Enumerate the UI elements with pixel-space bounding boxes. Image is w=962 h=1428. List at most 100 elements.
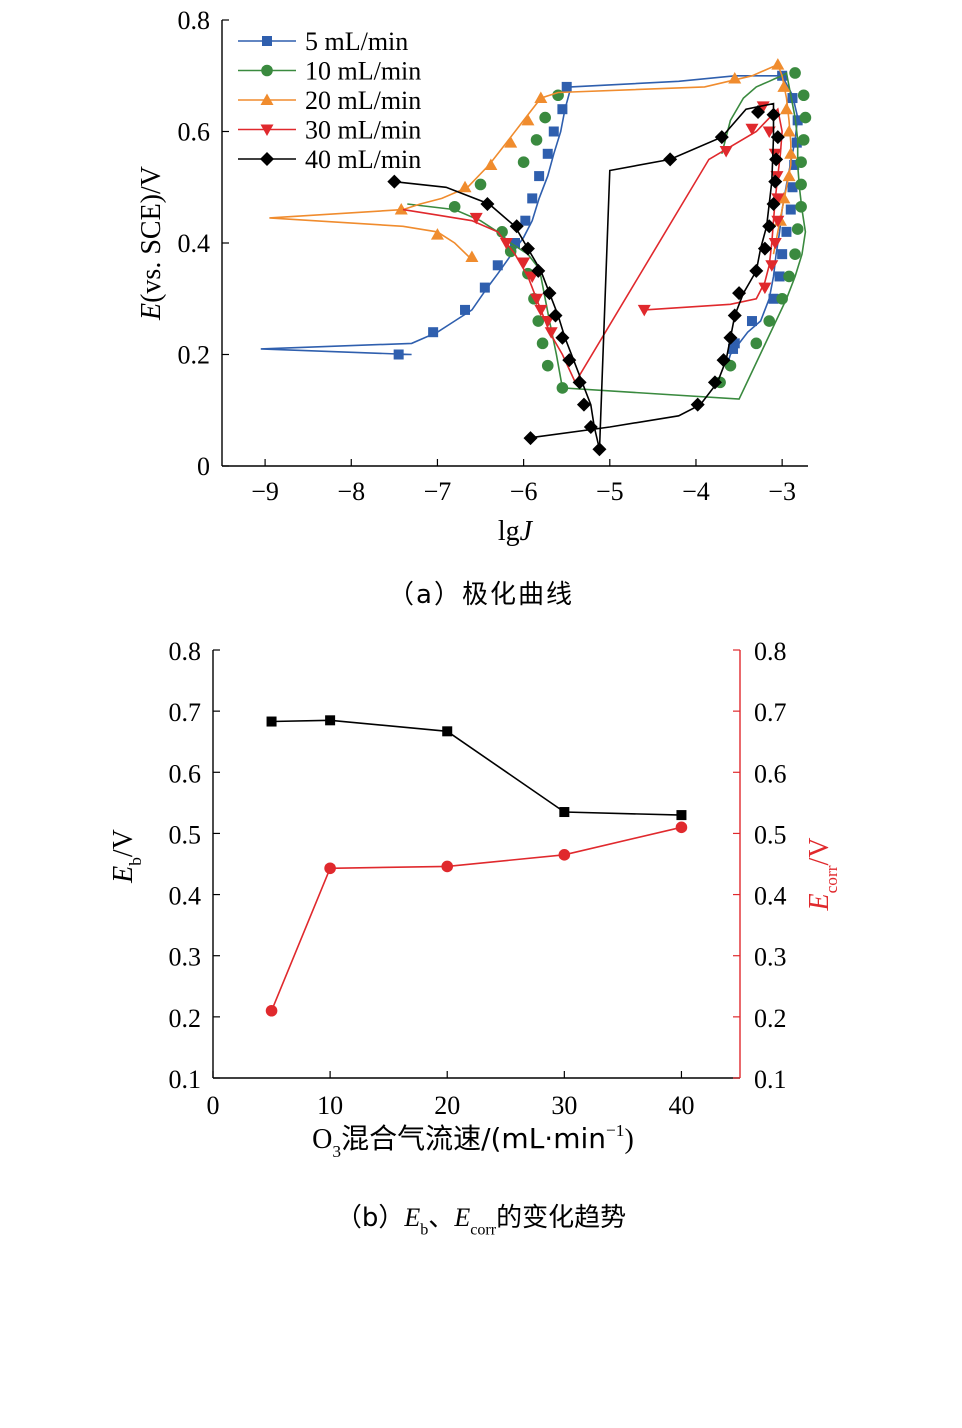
- data-point: [789, 67, 801, 79]
- y-axis-label-part: E: [136, 303, 167, 321]
- chart-b-caption: （b）Eb、Ecorr的变化趋势: [336, 1203, 626, 1238]
- data-point: [517, 257, 531, 270]
- right-y-axis-label: Ecorr/V: [804, 837, 841, 911]
- data-point: [766, 107, 781, 122]
- data-point: [714, 130, 729, 145]
- data-point: [792, 115, 803, 126]
- y-tick-label: 0.2: [178, 341, 211, 370]
- data-point: [774, 271, 785, 282]
- data-point: [520, 215, 531, 226]
- x-axis-label-part: O: [312, 1124, 332, 1155]
- x-axis-label-part: 3: [332, 1142, 341, 1161]
- polarization-chart: 0 0.2 0.4 0.6 0.8 −9 −8 −7 −6 −5 −4 −3 lgJ E(vs. SCE)…: [136, 6, 812, 610]
- eb-ecorr-chart: 0.1 0.1 0.2 0.2 0.3 0.3 0.4 0.4 0.5 0.5 0.6 0.6 0.7 0…: [108, 637, 841, 1238]
- x-tick-label: −3: [768, 477, 796, 506]
- data-point: [530, 293, 544, 306]
- y-tick-label: 0.6: [178, 118, 211, 147]
- data-point: [787, 182, 798, 193]
- data-point: [783, 270, 795, 283]
- legend-marker: [260, 124, 274, 136]
- chart-b-caption-part: E: [403, 1203, 420, 1232]
- x-tick-label: −6: [510, 477, 538, 506]
- right-y-axis-label-part: E: [804, 893, 835, 911]
- chart-b-caption-part: E: [453, 1203, 470, 1232]
- data-point: [558, 849, 571, 861]
- left-y-tick-label: 0.7: [169, 698, 202, 727]
- right-y-tick-label: 0.1: [754, 1065, 787, 1094]
- data-point: [521, 113, 535, 126]
- data-point: [428, 327, 439, 338]
- legend-label: 40 mL/min: [305, 145, 421, 174]
- data-point: [504, 245, 517, 258]
- data-point: [729, 338, 740, 349]
- data-point: [771, 215, 785, 228]
- data-point: [791, 137, 802, 148]
- data-point: [510, 238, 520, 248]
- data-point: [781, 226, 792, 237]
- left-y-tick-label: 0.4: [169, 882, 202, 911]
- data-point: [676, 810, 687, 821]
- data-point: [799, 111, 812, 124]
- data-point: [430, 228, 444, 240]
- series-0: [260, 70, 803, 361]
- data-point: [544, 327, 558, 339]
- right-y-tick-label: 0.5: [754, 820, 787, 849]
- data-point: [324, 862, 336, 875]
- left-y-axis-label: Eb/V: [108, 829, 145, 884]
- data-point: [465, 250, 479, 262]
- x-axis-label-part: ): [625, 1124, 634, 1155]
- data-point: [559, 807, 570, 818]
- data-point: [509, 219, 524, 234]
- left-y-tick-label: 0.2: [169, 1004, 202, 1033]
- data-point: [777, 249, 788, 260]
- chart-b-caption-part: （b）: [336, 1203, 405, 1233]
- data-point: [530, 134, 543, 146]
- data-point: [536, 337, 549, 350]
- data-point: [707, 375, 722, 390]
- data-point: [728, 343, 739, 354]
- x-tick-label: 10: [317, 1091, 343, 1120]
- legend-marker: [261, 64, 273, 77]
- x-axis-label: lgJ: [498, 516, 534, 547]
- left-y-tick-label: 0.5: [169, 820, 202, 849]
- data-point: [765, 260, 779, 272]
- left-y-axis-label-part: b: [126, 857, 145, 866]
- data-point: [557, 104, 568, 115]
- data-point: [745, 123, 759, 136]
- data-point: [534, 171, 545, 182]
- data-point: [539, 111, 551, 124]
- x-axis-label-part: J: [520, 516, 534, 547]
- x-tick-label: 40: [668, 1091, 694, 1120]
- data-point: [325, 715, 336, 726]
- data-point: [448, 200, 461, 213]
- legend-marker: [260, 93, 274, 105]
- data-point: [785, 204, 796, 215]
- data-point: [531, 263, 546, 278]
- series-line: [269, 63, 792, 261]
- legend-label: 10 mL/min: [305, 57, 421, 86]
- x-tick-label: 0: [207, 1091, 220, 1120]
- y-tick-label: 0.8: [178, 6, 211, 35]
- data-point: [762, 219, 777, 234]
- left-y-tick-label: 0.6: [169, 759, 202, 788]
- data-point: [746, 316, 757, 327]
- right-y-tick-label: 0.3: [754, 943, 787, 972]
- data-point: [265, 1004, 278, 1017]
- right-y-axis-label-part: /V: [804, 837, 835, 865]
- right-y-tick-label: 0.2: [754, 1004, 787, 1033]
- data-point: [795, 178, 807, 191]
- chart-a-caption: （a）极化曲线: [388, 580, 574, 610]
- x-tick-label: 30: [551, 1091, 577, 1120]
- data-point: [719, 146, 733, 158]
- data-point: [791, 223, 804, 235]
- series-2: [269, 58, 798, 262]
- data-point: [474, 178, 487, 191]
- data-point: [542, 286, 557, 301]
- x-tick-label: 20: [434, 1091, 460, 1120]
- data-point: [393, 349, 404, 360]
- data-point: [480, 196, 495, 211]
- data-point: [771, 193, 785, 205]
- data-point: [520, 241, 535, 256]
- data-point: [716, 353, 731, 368]
